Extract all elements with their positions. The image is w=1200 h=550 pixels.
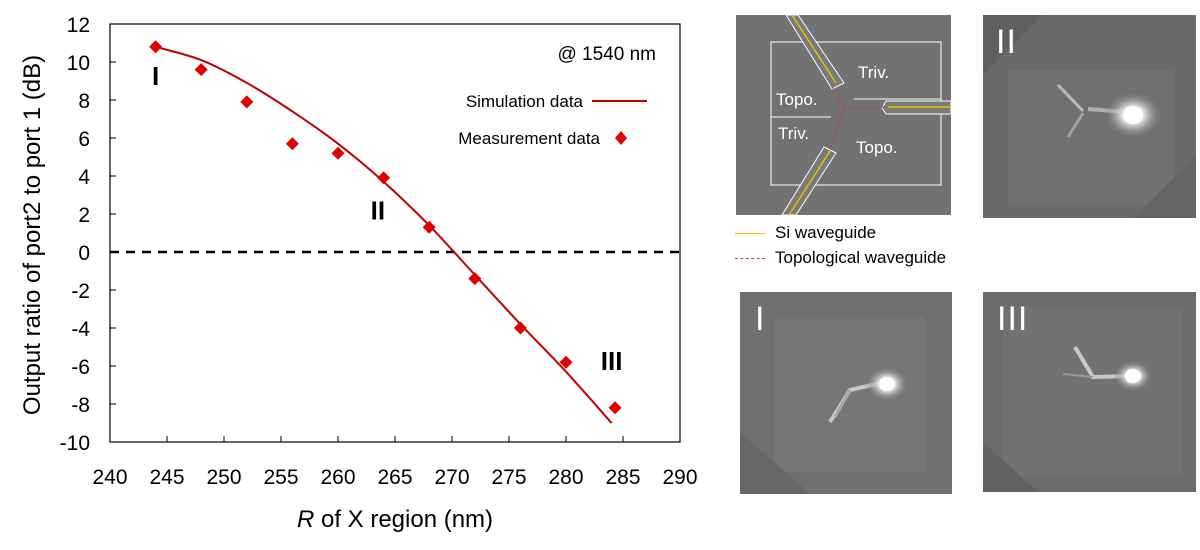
y-tick-label: -6 [71, 356, 90, 379]
annotation-wavelength: @ 1540 nm [557, 44, 656, 65]
y-tick-label: -10 [60, 432, 90, 455]
measurement-point [468, 272, 482, 286]
measurement-point [608, 401, 622, 415]
plot-area [109, 23, 681, 443]
bottom-si-waveguide [788, 150, 831, 215]
camera-image-ii: II [983, 15, 1196, 218]
legend-simulation-label: Simulation data [466, 92, 584, 111]
x-tick-label: 285 [605, 466, 640, 489]
region-label: III [601, 346, 623, 376]
camera-image-i-drawing [740, 292, 952, 494]
x-tick-label: 240 [92, 466, 127, 489]
camera-image-iii-drawing [983, 292, 1196, 492]
label-triv-top: Triv. [858, 63, 889, 82]
x-tick-label: 250 [206, 466, 241, 489]
label-topo-bottom: Topo. [856, 138, 898, 157]
measurement-point [240, 95, 254, 109]
y-tick-label: -8 [71, 394, 90, 417]
region-label: II [371, 196, 385, 226]
simulation-series-line [155, 45, 613, 424]
label-triv-bottom: Triv. [778, 124, 809, 143]
panel-label-ii: II [996, 23, 1017, 61]
camera-image-iii: III [983, 292, 1196, 492]
y-tick-label: 2 [78, 204, 90, 227]
y-axis-label: Output ratio of port2 to port 1 (dB) [19, 55, 46, 415]
y-tick-label: -2 [71, 280, 90, 303]
si-waveguide-swatch [735, 233, 765, 235]
y-tick-label: 12 [67, 14, 90, 37]
x-tick-label: 280 [548, 466, 583, 489]
x-tick-label: 255 [263, 466, 298, 489]
x-tick-label: 245 [149, 466, 184, 489]
waveguide-legend-topo: Topological waveguide [735, 248, 946, 268]
legend-measurement-marker [615, 131, 627, 145]
chart: 240 245 250 255 260 265 270 275 280 285 290-10-8-6… [19, 14, 698, 533]
measurement-point [285, 137, 299, 151]
y-tick-label: -4 [71, 318, 90, 341]
x-tick-label: 290 [662, 466, 697, 489]
measurement-point [559, 355, 573, 369]
top-waveguide-outline [785, 15, 845, 90]
panel-label-i: I [755, 300, 766, 338]
x-tick-label: 265 [377, 466, 412, 489]
x-axis-label-rest: of X region (nm) [314, 506, 493, 533]
schematic-panel: Triv. Topo. Triv. Topo. [736, 15, 951, 215]
x-tick-label: 260 [320, 466, 355, 489]
x-axis-label: R of X region (nm) [297, 506, 493, 533]
measurement-point [194, 63, 208, 77]
si-waveguide-label: Si waveguide [775, 223, 877, 242]
waveguide-legend-si: Si waveguide [735, 223, 876, 243]
y-tick-label: 6 [78, 128, 90, 151]
y-tick-label: 8 [78, 90, 90, 113]
camera-image-i: I [740, 292, 952, 494]
measurement-point [377, 171, 391, 185]
y-tick-label: 0 [78, 242, 90, 265]
y-tick-label: 10 [67, 52, 90, 75]
y-tick-label: 4 [78, 166, 90, 189]
topological-waveguide-branch [829, 108, 845, 150]
schematic-drawing: Triv. Topo. Triv. Topo. [736, 15, 951, 215]
label-topo-left: Topo. [776, 90, 818, 109]
x-tick-label: 275 [491, 466, 526, 489]
measurement-point [149, 40, 163, 54]
measurement-point [331, 146, 345, 160]
region-label: I [152, 61, 159, 91]
legend-measurement-label: Measurement data [458, 129, 600, 148]
panel-label-iii: III [997, 300, 1029, 338]
top-si-waveguide [791, 15, 837, 84]
measurement-point [422, 220, 436, 234]
topo-waveguide-swatch [735, 258, 765, 260]
measurement-point [513, 321, 527, 335]
x-axis-label-italic: R [297, 506, 314, 533]
topo-waveguide-label: Topological waveguide [775, 248, 947, 267]
camera-image-ii-drawing [983, 15, 1196, 218]
x-tick-label: 270 [434, 466, 469, 489]
